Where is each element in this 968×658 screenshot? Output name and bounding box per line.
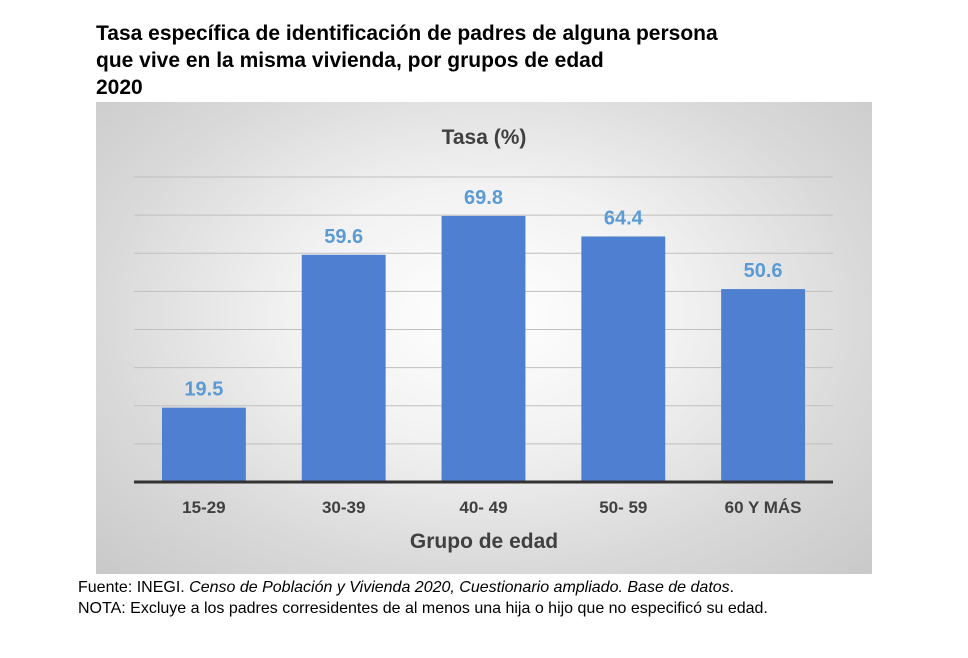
bar	[301, 254, 386, 482]
data-label: 50.6	[744, 260, 783, 282]
bar	[441, 215, 526, 482]
chart-inner-title: Tasa (%)	[442, 126, 527, 149]
title-line-2: que vive en la misma vivienda, por grupo…	[96, 49, 604, 72]
note-line: NOTA: Excluye a los padres corresidentes…	[78, 600, 768, 617]
bar-chart: Tasa (%) 15-29 30-39 40- 49 50- 59 60 Y MÁS …	[134, 126, 833, 553]
x-tick-labels: 15-29 30-39 40- 49 50- 59 60 Y MÁS	[182, 498, 801, 517]
source-prefix: Fuente: INEGI.	[78, 579, 190, 596]
data-label: 69.8	[464, 187, 503, 209]
source-title: Censo de Población y Vivienda 2020, Cues…	[189, 579, 730, 596]
footer: Fuente: INEGI. Censo de Población y Vivi…	[78, 577, 768, 619]
title-line-1: Tasa específica de identificación de pad…	[96, 22, 718, 45]
data-label: 19.5	[184, 379, 223, 401]
x-tick-label: 40- 49	[459, 498, 507, 517]
data-label: 59.6	[324, 226, 363, 248]
x-tick-label: 50- 59	[599, 498, 647, 517]
bar	[721, 289, 806, 482]
chart-title-block: Tasa específica de identificación de pad…	[96, 20, 856, 101]
chart-panel: Tasa (%) 15-29 30-39 40- 49 50- 59 60 Y MÁS …	[96, 102, 872, 574]
data-label: 64.4	[604, 207, 644, 229]
bar	[161, 407, 246, 482]
title-line-3: 2020	[96, 76, 143, 99]
x-axis-label: Grupo de edad	[410, 530, 558, 553]
x-tick-label: 60 Y MÁS	[725, 498, 802, 517]
bar	[581, 236, 666, 482]
x-tick-label: 30-39	[322, 498, 365, 517]
bars	[161, 215, 806, 482]
data-labels: 19.5 59.6 69.8 64.4 50.6	[184, 187, 782, 401]
x-tick-label: 15-29	[182, 498, 225, 517]
source-line: Fuente: INEGI. Censo de Población y Vivi…	[78, 577, 768, 598]
source-suffix: .	[729, 579, 735, 596]
